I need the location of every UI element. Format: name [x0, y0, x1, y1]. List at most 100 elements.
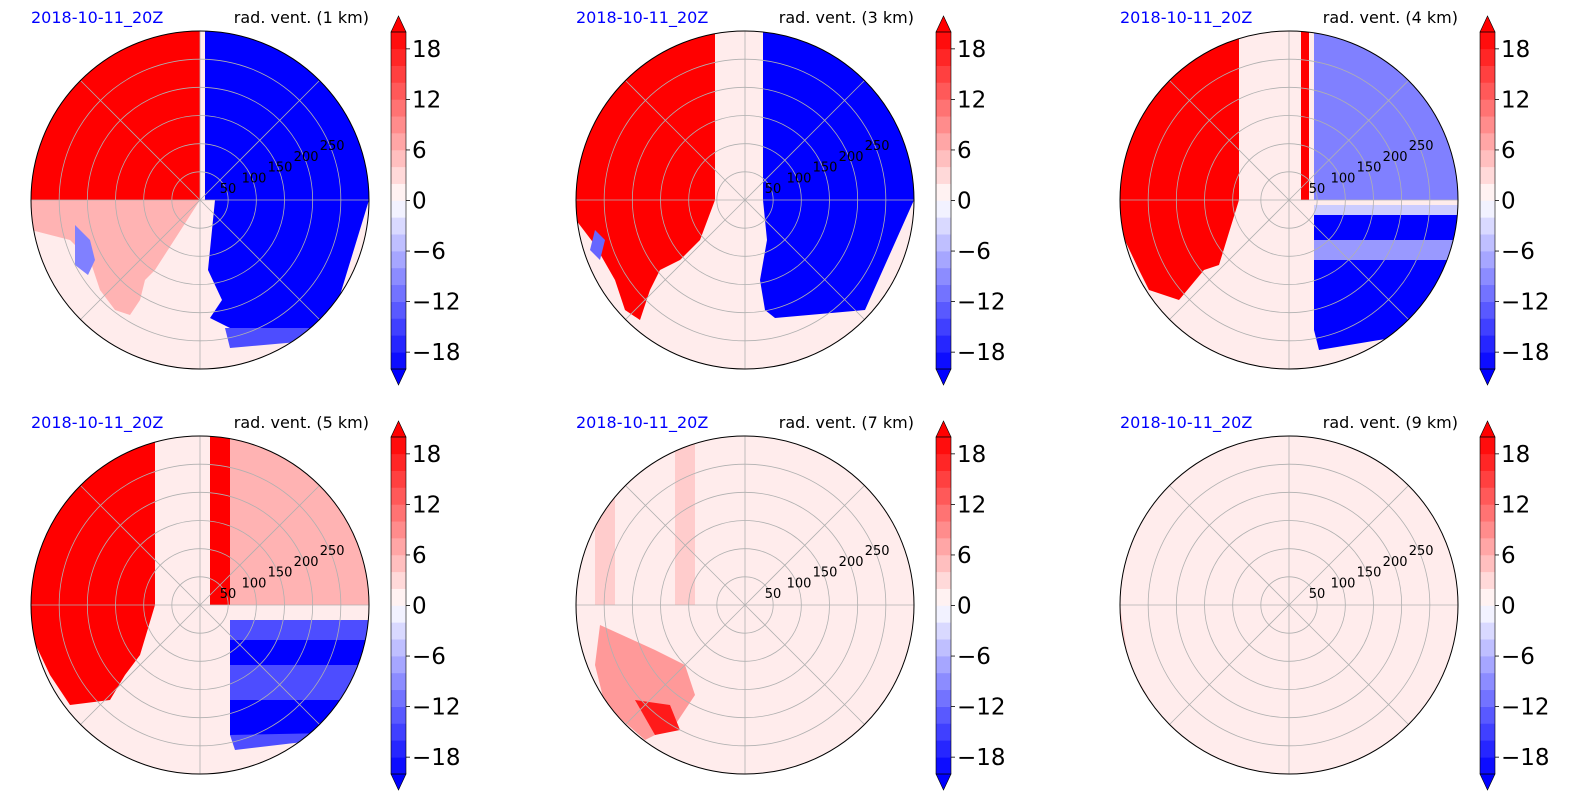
colorbar-segment	[1480, 588, 1495, 606]
colorbar-segment	[936, 437, 951, 455]
colorbar-segment	[936, 352, 951, 370]
colorbar-segment	[936, 538, 951, 556]
colorbar-segment	[936, 453, 951, 471]
colorbar-segment	[391, 538, 406, 556]
colorbar-segment	[936, 284, 951, 302]
colorbar-tick-label: 18	[1501, 442, 1530, 468]
colorbar-segment	[1480, 301, 1495, 319]
colorbar-extend-max	[935, 420, 952, 438]
colorbar-tick-label: −18	[1501, 745, 1550, 771]
colorbar-segment	[391, 453, 406, 471]
radial-tick-label: 200	[839, 150, 864, 165]
polar-frame	[1119, 30, 1459, 370]
colorbar-segment	[391, 437, 406, 455]
colorbar-segment	[1480, 82, 1495, 100]
radial-tick-label: 200	[294, 150, 319, 165]
colorbar-segment	[391, 605, 406, 623]
colorbar-segment	[1480, 32, 1495, 50]
colorbar-segment	[936, 234, 951, 252]
colorbar-tick-label: −12	[1501, 290, 1550, 316]
radial-tick-label: 150	[268, 566, 293, 581]
colorbar-segment	[391, 234, 406, 252]
colorbar-tick-label: 18	[412, 37, 441, 63]
radial-tick-label: 100	[242, 171, 267, 186]
colorbar-tick-label: 18	[957, 37, 986, 63]
colorbar-segment	[391, 32, 406, 50]
grid-spoke	[1288, 199, 1409, 320]
radial-tick-label: 100	[787, 171, 812, 186]
grid-spoke	[1288, 80, 1409, 201]
colorbar-segment	[391, 470, 406, 488]
colorbar-segment	[936, 588, 951, 606]
colorbar-segment	[936, 521, 951, 539]
colorbar-tick-label: −12	[957, 290, 1006, 316]
colorbar-3: 18 12 6 0 −6 −12 −18	[1479, 15, 1550, 386]
colorbar-segment	[391, 200, 406, 218]
colorbar-segment	[936, 689, 951, 707]
colorbar-segment	[1480, 706, 1495, 724]
colorbar-segment	[936, 217, 951, 235]
colorbar-segment	[391, 301, 406, 319]
colorbar-tick-label: −6	[412, 644, 446, 670]
colorbar-segment	[936, 656, 951, 674]
colorbar-segment	[936, 605, 951, 623]
radial-tick-label: 50	[765, 587, 782, 602]
radial-tick-label: 250	[865, 544, 890, 559]
colorbar-segment	[391, 267, 406, 286]
polar-frame	[1119, 435, 1459, 775]
radial-tick-label: 100	[1331, 171, 1356, 186]
colorbar-segment	[1480, 723, 1495, 741]
colorbar-segment	[391, 740, 406, 758]
panel-title: rad. vent. (9 km)	[1323, 413, 1458, 432]
grid-spoke	[744, 199, 865, 320]
colorbar-extend-max	[1479, 15, 1496, 33]
radial-tick-label: 100	[242, 576, 267, 591]
radial-tick-label: 150	[1357, 161, 1382, 176]
colorbar-segment	[1480, 554, 1495, 573]
colorbar-segment	[391, 521, 406, 539]
colorbar-extend-min	[390, 368, 407, 386]
grid-spoke	[80, 485, 201, 606]
colorbar-tick-label: −18	[412, 340, 461, 366]
colorbar-segment	[391, 554, 406, 573]
colorbar-segment	[391, 133, 406, 151]
colorbar-segment	[936, 166, 951, 184]
colorbar-extend-max	[390, 15, 407, 33]
colorbar-segment	[1480, 689, 1495, 707]
grid-spoke	[1288, 485, 1409, 606]
colorbar-segment	[1480, 149, 1495, 168]
colorbar-tick-label: −12	[412, 695, 461, 721]
radial-tick-label: 150	[813, 161, 838, 176]
colorbar-segment	[1480, 267, 1495, 286]
colorbar-segment	[391, 588, 406, 606]
colorbar-extend-max	[390, 420, 407, 438]
colorbar-segment	[391, 656, 406, 674]
colorbar-segment	[1480, 166, 1495, 184]
colorbar-tick-label: 6	[957, 138, 972, 164]
radial-tick-label: 200	[1383, 150, 1408, 165]
radial-tick-label: 50	[1309, 182, 1326, 197]
colorbar-tick-label: −18	[1501, 340, 1550, 366]
colorbar-segment	[1480, 234, 1495, 252]
radial-tick-label: 150	[1357, 566, 1382, 581]
panel-title: rad. vent. (4 km)	[1323, 8, 1458, 27]
colorbar-segment	[1480, 470, 1495, 488]
grid-spoke	[744, 604, 865, 725]
colorbar-segment	[391, 723, 406, 741]
colorbar-segment	[936, 639, 951, 657]
colorbar-segment	[1480, 217, 1495, 235]
radial-tick-label: 150	[813, 566, 838, 581]
colorbar-segment	[936, 82, 951, 100]
colorbar-4: 18 12 6 0 −6 −12 −18	[390, 420, 461, 791]
grid-spoke	[199, 604, 320, 725]
radial-tick-label: 150	[268, 161, 293, 176]
panel-date: 2018-10-11_20Z	[31, 413, 163, 433]
colorbar-tick-label: 12	[1501, 87, 1530, 113]
colorbar-segment	[391, 166, 406, 184]
colorbar-segment	[936, 487, 951, 505]
